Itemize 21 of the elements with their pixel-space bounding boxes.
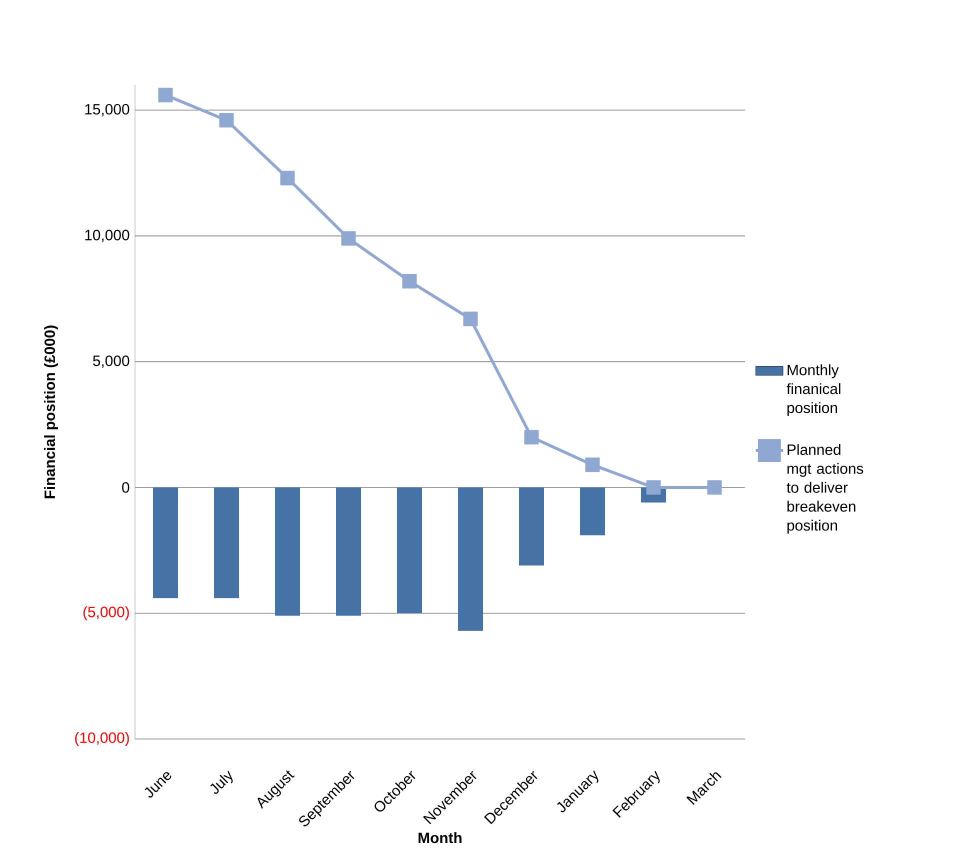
point: [646, 480, 661, 495]
legend-label: Monthly finanical position: [786, 364, 840, 416]
legend-label: Planned mgt actions to deliver breakeven position: [786, 444, 864, 534]
x-axis-title: Month: [418, 832, 462, 844]
y-tick-label: (5,000): [83, 606, 129, 620]
point: [524, 430, 539, 444]
point: [280, 170, 295, 186]
y-tick-label: 5,000: [93, 356, 130, 368]
y-tick-label: 15,000: [85, 104, 130, 116]
point: [158, 88, 173, 102]
y-tick-label: 0: [122, 482, 130, 493]
point: [585, 458, 600, 472]
point: [341, 231, 356, 246]
point: [463, 312, 478, 326]
y-axis-title: Financial position (£000): [44, 326, 58, 498]
point: [402, 274, 417, 288]
x-tick-label: July: [210, 770, 233, 794]
y-tick-label: 10,000: [85, 230, 130, 242]
point: [707, 480, 722, 495]
point: [219, 112, 234, 128]
y-tick-label: (10,000): [75, 732, 129, 746]
